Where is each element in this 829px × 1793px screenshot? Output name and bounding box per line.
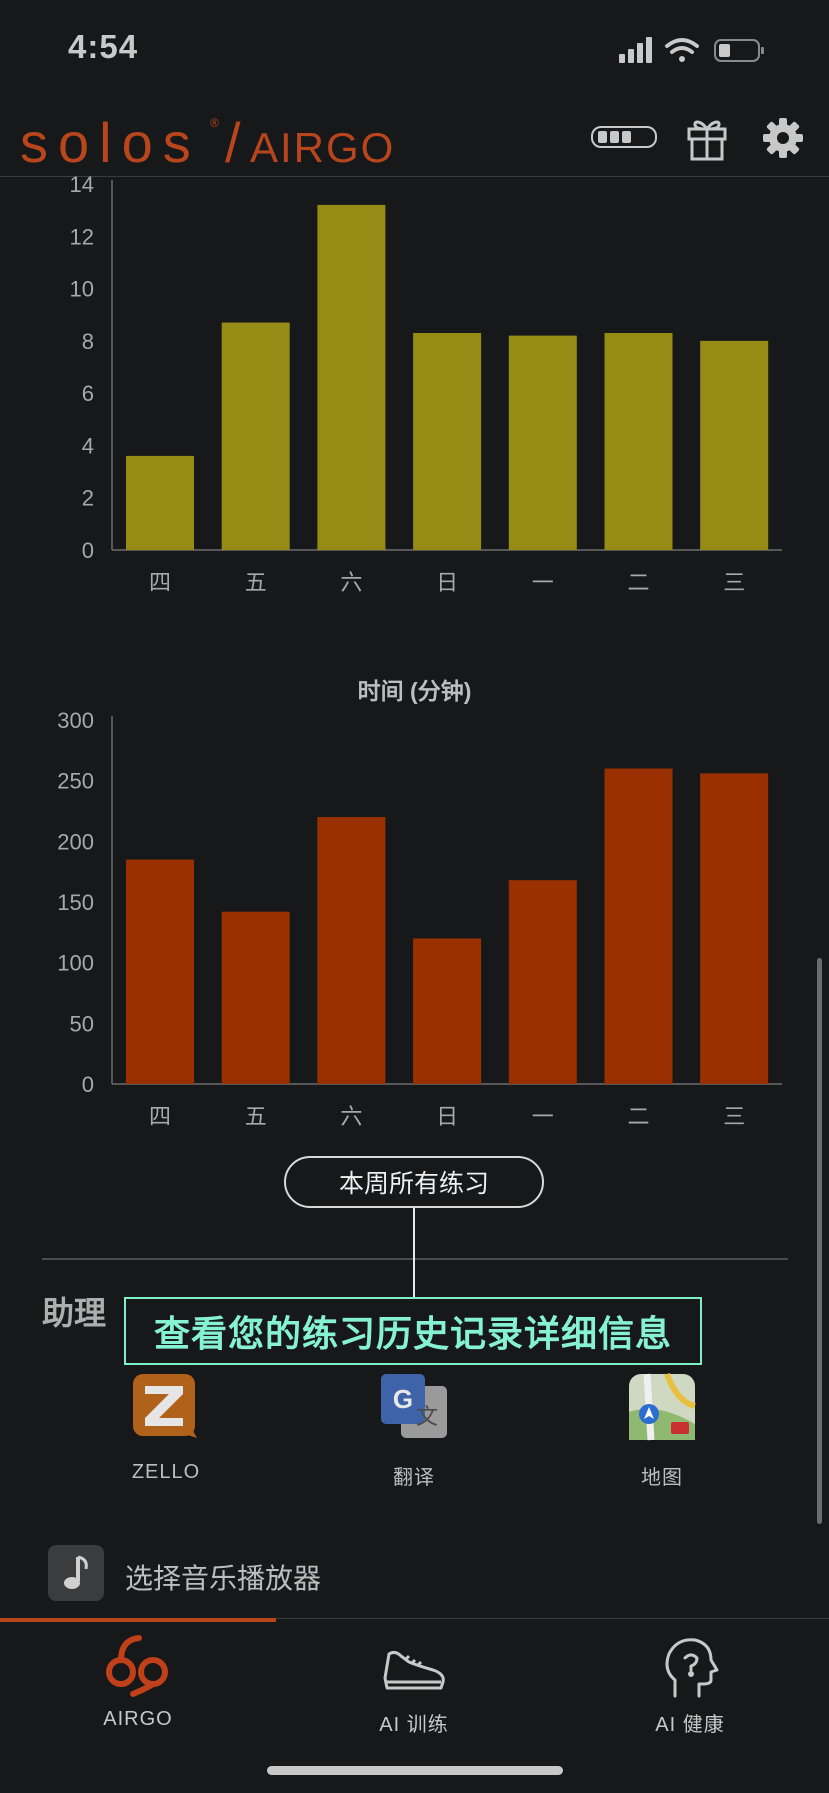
tab-ai-training[interactable]: AI 训练 [276,1628,552,1748]
chart-1-x-tick-label: 一 [532,571,554,596]
maps-icon [629,1372,696,1441]
chart-2-y-tick-label: 50 [70,1011,94,1036]
tooltip-connector-line [413,1208,415,1300]
coach-tooltip: 查看您的练习历史记录详细信息 [124,1297,702,1365]
chart-2-bar [604,768,673,1084]
chart-2-x-tick-label: 二 [627,1105,649,1130]
chart-2-bar [317,817,386,1084]
chart-2-y-tick-label: 100 [57,951,94,976]
chart-1-y-tick-label: 10 [70,277,94,302]
active-tab-indicator [0,1618,276,1622]
chart-2-bar [508,880,577,1084]
svg-text:文: 文 [416,1405,438,1430]
chart-2-x-tick-label: 一 [532,1105,554,1130]
chart-1-bar [508,335,577,550]
scrollbar[interactable] [817,958,822,1524]
chart-1-x-tick-label: 六 [340,571,362,596]
chart-2-y-tick-label: 250 [57,769,94,794]
bar-chart-2: 0 50 100 150 200 250 300 四 五 六 日 一 二 三 [57,708,782,1130]
chart-1-y-tick-label: 2 [82,486,94,511]
status-bar: 4:54 [0,0,829,100]
chart-1-x-tick-label: 日 [436,571,458,596]
chart-1-bar [700,340,769,550]
tab-ai-health-label: AI 健康 [655,1714,725,1736]
chart-2-x-tick-label: 日 [436,1105,458,1130]
signal-icon [619,37,652,63]
music-player-selector[interactable]: 选择音乐播放器 [48,1545,748,1603]
chart-2-x-tick-label: 五 [245,1105,267,1130]
app-maps-label: 地图 [641,1467,683,1489]
app-header [0,100,829,177]
chart-2-x-tick-label: 六 [340,1105,362,1130]
chart-1-y-tick-label: 4 [82,433,94,458]
music-note-icon [48,1545,104,1601]
chart-1-x-tick-label: 四 [149,571,171,596]
bar-chart-1: 0 2 4 6 8 10 12 14 四 五 六 日 一 二 三 [70,176,782,596]
chart-2-y-tick-label: 300 [57,708,94,733]
app-translate-label: 翻译 [393,1467,435,1489]
tab-airgo[interactable]: AIRGO [0,1628,276,1748]
chart-2-x-tick-label: 四 [149,1105,171,1130]
head-profile-icon [665,1638,719,1698]
chart-1-x-tick-label: 三 [723,571,745,596]
chart-1-y-tick-label: 8 [82,329,94,354]
zello-icon [133,1374,197,1438]
app-zello-label: ZELLO [131,1461,201,1483]
airgo-logo-icon [106,1635,168,1697]
brand-slash: / [225,111,241,174]
chart-1-x-tick-label: 二 [627,571,649,596]
tab-bar [0,1618,829,1793]
app-maps[interactable]: 地图 [582,1372,742,1490]
chart-1-bar [317,204,386,550]
svg-text:G: G [393,1384,413,1414]
app-zello[interactable]: ZELLO [86,1372,246,1484]
chart-1-y-tick-label: 12 [70,224,94,249]
section-divider [42,1258,788,1260]
translate-icon: G 文 [381,1374,447,1438]
chart-1-bar [221,322,290,550]
tab-airgo-label: AIRGO [103,1708,173,1730]
chart-2-y-tick-label: 0 [82,1072,94,1097]
chart-2-bar [221,911,290,1084]
chart-1-y-tick-label: 14 [70,176,94,197]
gear-icon[interactable] [762,117,804,159]
chart-2-bar [700,773,769,1084]
brand-sub: AIRGO [250,124,396,171]
music-player-label: 选择音乐播放器 [125,1563,322,1594]
home-indicator [267,1766,563,1775]
chart-1-bar [413,333,482,550]
app-translate[interactable]: G 文 翻译 [334,1372,494,1490]
chart-1-y-tick-label: 0 [82,538,94,563]
tab-ai-health[interactable]: AI 健康 [552,1628,828,1748]
chart-2-x-tick-label: 三 [723,1105,745,1130]
chart-2-bar [126,859,194,1084]
chart-1-bar [604,333,673,550]
brand-registered-mark: ® [210,116,219,130]
chart-2-y-tick-label: 150 [57,890,94,915]
status-time: 4:54 [68,28,139,65]
tab-ai-training-label: AI 训练 [379,1714,449,1736]
glasses-battery-indicator[interactable] [591,126,657,148]
chart-1-bar [126,455,194,550]
chart-2-bar [413,938,482,1084]
assistant-section-title: 助理 [42,1295,107,1331]
brand-main: solos [20,111,201,174]
status-icons [619,37,764,63]
chart-1-x-tick-label: 五 [245,571,267,596]
wifi-icon [665,38,699,62]
all-workouts-button[interactable]: 本周所有练习 [284,1156,544,1208]
sneaker-icon [383,1650,445,1690]
battery-icon [714,39,764,62]
gift-icon[interactable] [686,115,728,161]
chart-2-title: 时间 (分钟) [357,678,472,704]
chart-2-y-tick-label: 200 [57,829,94,854]
chart-1-y-tick-label: 6 [82,381,94,406]
